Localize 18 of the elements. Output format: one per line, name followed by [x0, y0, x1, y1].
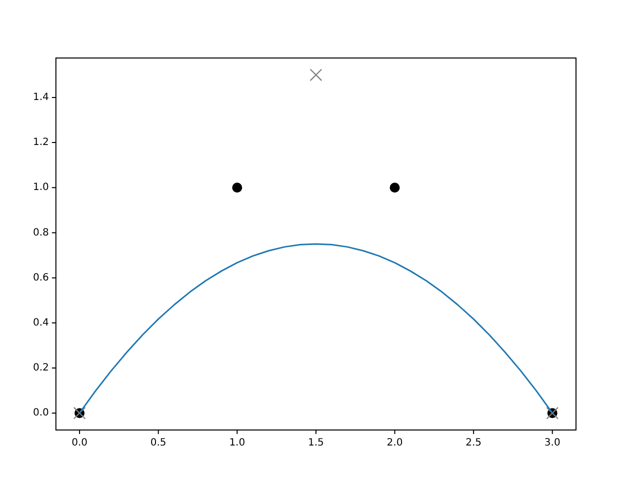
x-tick-label: 0.5: [150, 438, 166, 449]
y-tick-label: 0.8: [32, 227, 49, 238]
x-tick-label: 2.0: [386, 438, 403, 449]
y-tick-label: 0.2: [32, 362, 49, 374]
y-tick-label: 1.4: [32, 92, 49, 104]
point: [390, 182, 400, 193]
y-tick-label: 0.4: [32, 318, 49, 329]
x-tick-label: 3.0: [544, 438, 560, 449]
y-tick-label: 1.0: [32, 182, 49, 194]
y-tick-label: 1.2: [32, 137, 49, 148]
y-tick-label: 0.6: [32, 272, 49, 284]
x-tick-label: 2.5: [466, 438, 482, 449]
x-tick-label: 1.5: [308, 438, 324, 449]
point: [310, 68, 322, 82]
y-tick-label: 0.0: [32, 408, 49, 419]
x-tick-label: 0.0: [72, 438, 88, 449]
point: [232, 182, 242, 193]
x-tick-label: 1.0: [229, 438, 246, 449]
